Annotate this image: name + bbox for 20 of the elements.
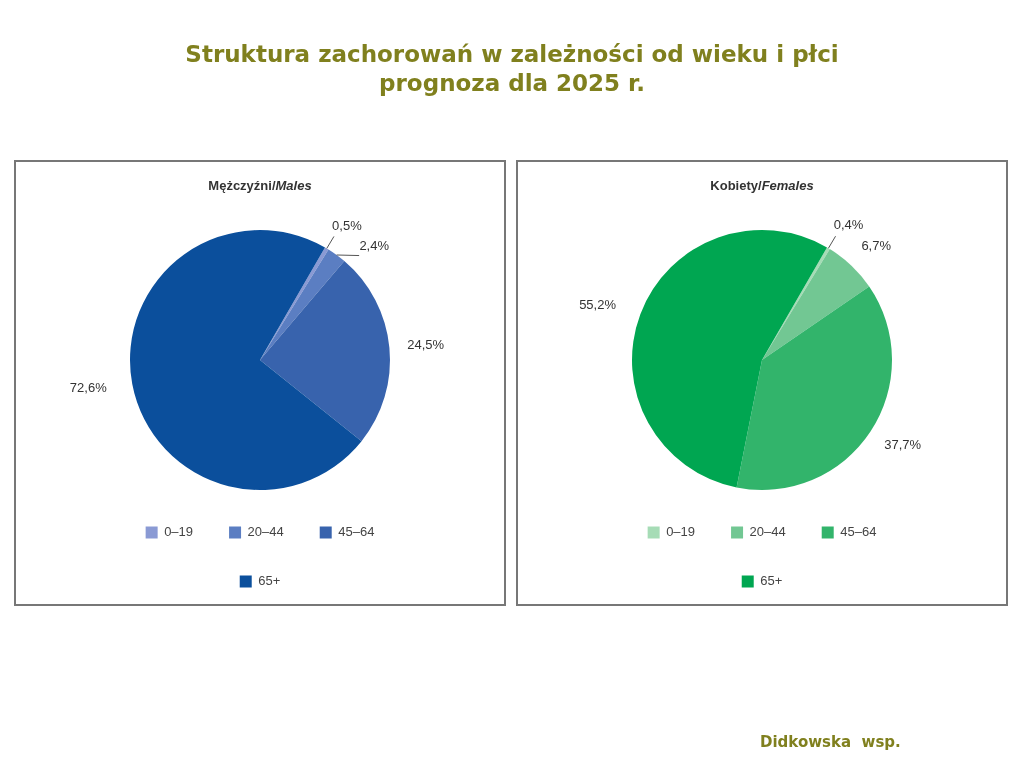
chart-subtitle: Kobiety/Females bbox=[709, 178, 815, 193]
legend-label: 0–19 bbox=[666, 524, 696, 540]
legend-label: 65+ bbox=[258, 573, 281, 589]
legend-label: 45–64 bbox=[840, 524, 877, 540]
text: Didkowska wsp. bbox=[760, 733, 901, 751]
legend-label: 20–44 bbox=[749, 524, 786, 540]
chart-subtitle: Mężczyźni/Males bbox=[207, 178, 313, 193]
legend-label: 65+ bbox=[760, 573, 783, 589]
data-label: 55,2% bbox=[579, 296, 617, 312]
legend-label: 45–64 bbox=[338, 524, 375, 540]
text: Struktura zachorowań w zależności od wieku i płci prognoza dla 2025 r. bbox=[184, 40, 840, 98]
data-label: 2,4% bbox=[359, 238, 390, 254]
data-label: 72,6% bbox=[69, 380, 108, 396]
legend-label: 20–44 bbox=[247, 524, 284, 540]
data-label: 6,7% bbox=[861, 238, 892, 254]
data-label: 0,4% bbox=[833, 217, 864, 233]
data-label: 0,5% bbox=[332, 217, 363, 233]
data-label: 24,5% bbox=[407, 336, 445, 352]
legend-label: 0–19 bbox=[164, 524, 194, 540]
data-label: 37,7% bbox=[884, 437, 922, 453]
